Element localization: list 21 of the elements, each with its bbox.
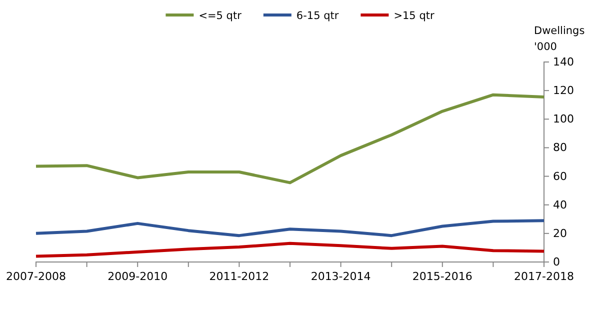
y-tick-label: 140 xyxy=(553,56,574,69)
legend-label: 6-15 qtr xyxy=(296,10,340,22)
line-series xyxy=(34,93,546,184)
x-tick-label: 2007-2008 xyxy=(6,270,66,283)
y-tick-label: 20 xyxy=(553,226,567,240)
y-tick-label: 40 xyxy=(553,198,567,212)
legend-label: <=5 qtr xyxy=(198,10,242,22)
legend-label: >15 qtr xyxy=(394,10,435,22)
y-tick-label: 80 xyxy=(553,141,567,154)
x-tick-label: 2017-2018 xyxy=(514,270,574,283)
line-series xyxy=(34,219,546,238)
y-axis-title: Dwellings '000 xyxy=(534,25,585,53)
x-tick-label: 2015-2016 xyxy=(412,270,472,283)
y-tick-label: 0 xyxy=(553,256,560,269)
y-tick-label: 100 xyxy=(553,112,574,126)
x-tick-label: 2009-2010 xyxy=(108,270,168,283)
y-tick-label: 120 xyxy=(553,84,574,98)
line-series xyxy=(34,242,546,258)
x-tick-label: 2011-2012 xyxy=(209,270,270,283)
x-tick-label: 2013-2014 xyxy=(310,270,371,283)
y-tick-label: 60 xyxy=(553,170,567,183)
